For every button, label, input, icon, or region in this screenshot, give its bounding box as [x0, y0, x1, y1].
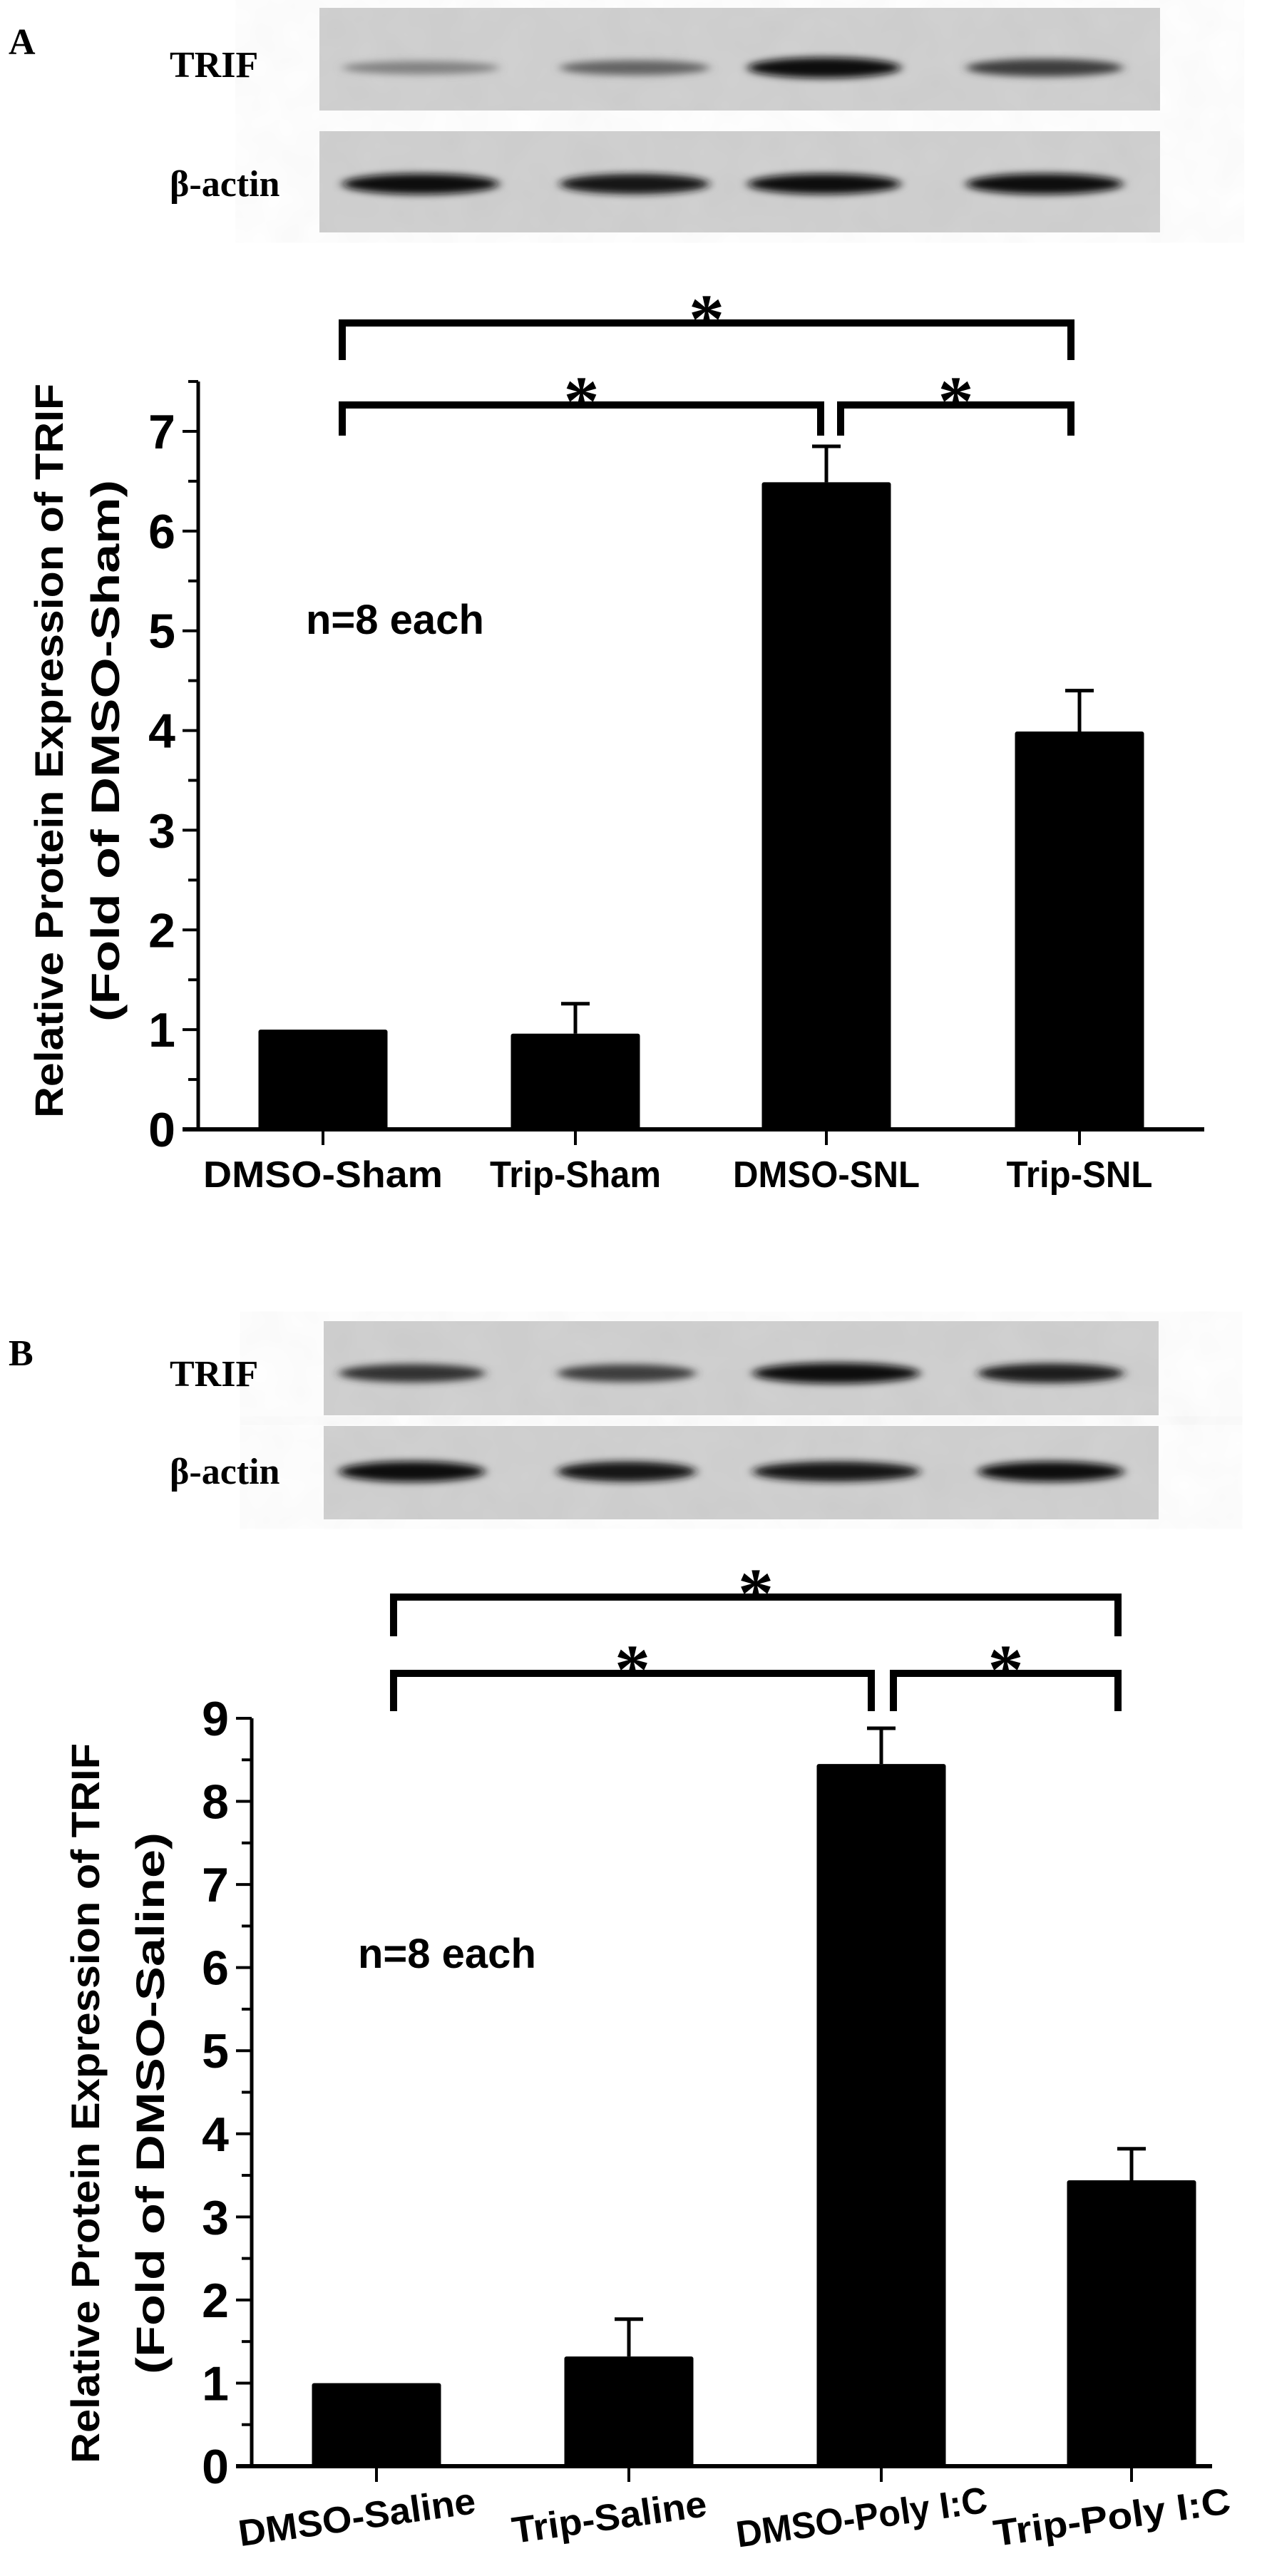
y-tick-label: 8 — [202, 1775, 229, 1830]
y-axis-label-secondary: (Fold of DMSO-Saline) — [128, 1832, 173, 2374]
significance-star: * — [615, 1630, 650, 1709]
blot-band — [966, 58, 1123, 77]
significance-bracket — [390, 1670, 875, 1711]
significance-star: * — [564, 361, 600, 441]
panel-label: B — [9, 1333, 34, 1374]
bar — [816, 1764, 946, 2466]
x-tick-label: Trip-SNL — [1007, 1154, 1153, 1196]
y-tick-label: 7 — [202, 1858, 229, 1912]
significance-bracket — [339, 319, 1074, 360]
panel-b: B TRIF β-actin Relative Protein Expressi… — [9, 1321, 1233, 2556]
blot-band — [339, 1364, 486, 1382]
annotation-n: n=8 each — [306, 597, 484, 643]
bar — [1067, 2180, 1196, 2466]
blot-band — [557, 1461, 697, 1482]
significance-bracket — [339, 401, 824, 436]
blot-texture — [319, 8, 1160, 111]
y-tick-label: 2 — [202, 2274, 229, 2328]
y-tick-label: 6 — [202, 1941, 229, 1996]
y-tick-label: 7 — [148, 405, 175, 459]
y-tick-label: 0 — [148, 1103, 175, 1157]
y-tick-label: 4 — [202, 2108, 229, 2162]
significance-star: * — [738, 1554, 774, 1633]
x-tick-label: Trip-Poly I:C — [991, 2480, 1233, 2555]
annotation-n: n=8 each — [358, 1931, 536, 1977]
blot-band — [747, 173, 901, 195]
significance-bracket — [390, 1594, 1122, 1636]
bar-chart: Relative Protein Expression of TRIF (Fol… — [26, 279, 1204, 1196]
y-tick-label: 5 — [202, 2024, 229, 2078]
bar-chart: Relative Protein Expression of TRIF (Fol… — [63, 1554, 1233, 2556]
y-tick-label: 3 — [148, 804, 175, 858]
x-tick-label: DMSO-Poly I:C — [734, 2480, 990, 2556]
blot-row-label: β-actin — [170, 164, 280, 205]
significance-star: * — [938, 361, 974, 441]
blot-band — [752, 1461, 920, 1482]
blot-band — [978, 1363, 1124, 1383]
y-tick-label: 9 — [202, 1692, 229, 1746]
significance-bracket — [837, 401, 1074, 436]
significance-bracket — [890, 1670, 1122, 1711]
x-tick-label: DMSO-Saline — [236, 2480, 478, 2555]
y-tick-label: 1 — [202, 2356, 229, 2411]
blot-band — [560, 173, 709, 195]
x-tick-label: Trip-Sham — [490, 1154, 661, 1196]
blot-band — [966, 173, 1123, 195]
y-axis-label-secondary: (Fold of DMSO-Sham) — [83, 480, 128, 1022]
y-tick-label: 4 — [148, 704, 175, 759]
y-tick-label: 2 — [148, 903, 175, 958]
y-tick-label: 6 — [148, 505, 175, 559]
western-blot — [324, 1321, 1159, 1519]
blot-band — [557, 1364, 697, 1382]
y-tick-label: 0 — [202, 2440, 229, 2494]
x-tick-label: Trip-Saline — [509, 2483, 709, 2552]
y-axis-label: Relative Protein Expression of TRIF — [26, 384, 71, 1118]
y-tick-label: 1 — [148, 1003, 175, 1057]
bar — [258, 1030, 388, 1129]
panel-label: A — [9, 22, 36, 63]
western-blot — [319, 8, 1160, 232]
bar — [564, 2356, 694, 2466]
significance-star: * — [988, 1630, 1024, 1709]
y-tick-label: 3 — [202, 2190, 229, 2244]
bar — [1015, 731, 1144, 1129]
panel-a: A TRIF β-actin Relative Protein Expressi… — [9, 8, 1204, 1196]
blot-row-label: TRIF — [170, 45, 258, 86]
blot-band — [560, 60, 709, 76]
bar — [511, 1033, 640, 1129]
blot-band — [342, 173, 499, 195]
bar — [761, 482, 891, 1129]
x-tick-label: DMSO-Sham — [203, 1154, 443, 1196]
blot-band — [747, 57, 901, 78]
blot-band — [978, 1461, 1124, 1482]
bar — [312, 2383, 441, 2466]
blot-band — [339, 1461, 486, 1482]
significance-star: * — [689, 279, 724, 359]
x-tick-label: DMSO-SNL — [733, 1154, 920, 1196]
blot-band — [342, 61, 499, 75]
blot-band — [752, 1363, 920, 1384]
blot-row-label: TRIF — [170, 1354, 258, 1395]
blot-row-label: β-actin — [170, 1452, 280, 1492]
y-axis-label: Relative Protein Expression of TRIF — [63, 1743, 108, 2463]
y-tick-label: 5 — [148, 605, 175, 659]
